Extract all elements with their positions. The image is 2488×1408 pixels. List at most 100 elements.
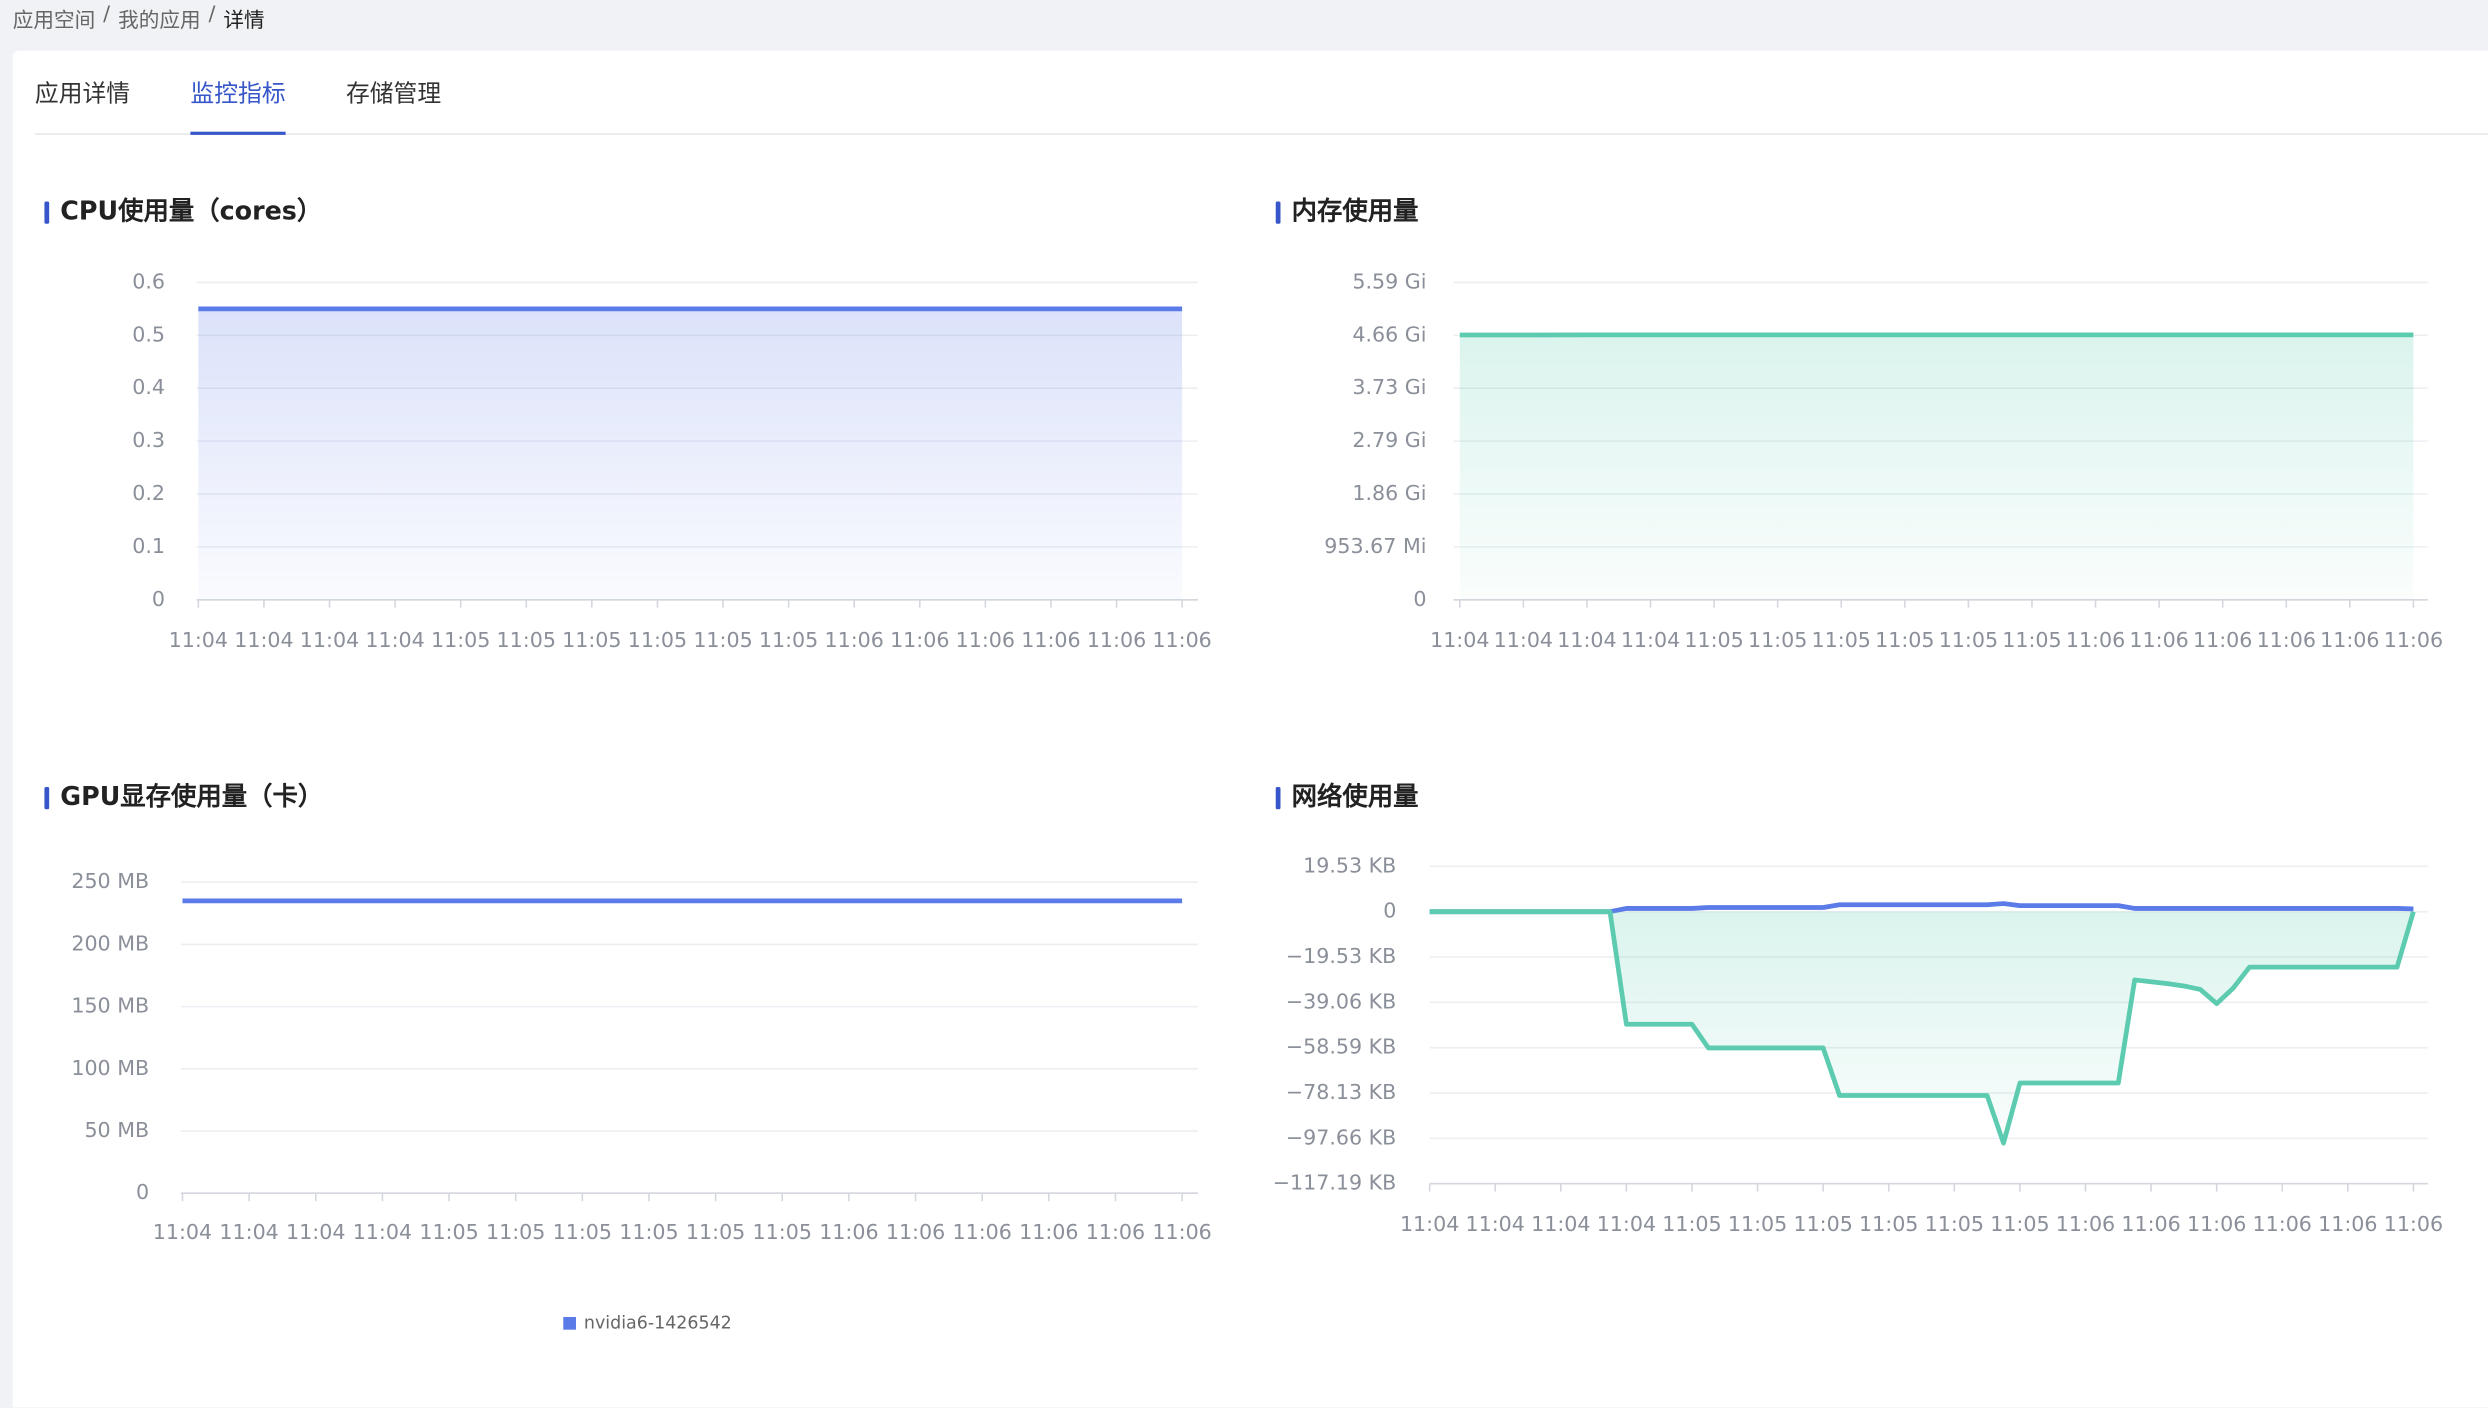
x-tick-label: 11:06 [2187, 1212, 2246, 1236]
tabs: 应用详情 监控指标 存储管理 [34, 76, 2488, 135]
chart-title: 网络使用量 [1292, 781, 1419, 811]
y-tick-label: 0 [136, 1180, 149, 1204]
x-tick-label: 11:05 [759, 628, 818, 652]
breadcrumb-item: 详情 [223, 9, 265, 34]
x-tick-label: 11:05 [1875, 628, 1934, 652]
x-tick-label: 11:05 [693, 628, 752, 652]
title-bar [1275, 787, 1281, 810]
x-tick-label: 11:05 [1728, 1212, 1787, 1236]
x-tick-label: 11:04 [300, 628, 359, 652]
y-tick-label: 1.86 Gi [1352, 481, 1426, 505]
breadcrumb-separator: / [103, 3, 111, 27]
breadcrumb-item[interactable]: 应用空间 [12, 9, 96, 34]
x-tick-label: 11:05 [562, 628, 621, 652]
y-tick-label: −117.19 KB [1273, 1171, 1397, 1195]
x-tick-label: 11:06 [2318, 1212, 2377, 1236]
y-tick-label: 5.59 Gi [1352, 269, 1426, 293]
y-tick-label: 19.53 KB [1303, 853, 1396, 877]
y-tick-label: −58.59 KB [1286, 1035, 1396, 1059]
x-tick-label: 11:05 [486, 1220, 545, 1244]
chart-title: 内存使用量 [1292, 196, 1419, 226]
area [198, 308, 1183, 600]
y-tick-label: 3.73 Gi [1352, 375, 1426, 399]
x-tick-label: 11:04 [153, 1220, 212, 1244]
x-tick-label: 11:05 [419, 1220, 478, 1244]
x-tick-label: 11:06 [890, 628, 949, 652]
x-tick-label: 11:06 [819, 1220, 878, 1244]
x-tick-label: 11:05 [1939, 628, 1998, 652]
x-tick-label: 11:06 [952, 1220, 1011, 1244]
y-tick-label: 250 MB [71, 869, 149, 893]
x-tick-label: 11:04 [1621, 628, 1680, 652]
breadcrumb: 应用空间 / 我的应用 / 详情 [13, 3, 265, 33]
x-tick-label: 11:05 [2002, 628, 2061, 652]
x-tick-label: 11:05 [628, 628, 687, 652]
x-tick-label: 11:05 [1748, 628, 1807, 652]
x-tick-label: 11:04 [1430, 628, 1489, 652]
x-tick-label: 11:05 [553, 1220, 612, 1244]
title-bar [44, 201, 50, 224]
x-tick-label: 11:04 [1494, 628, 1553, 652]
breadcrumb-item[interactable]: 我的应用 [118, 9, 201, 34]
x-tick-label: 11:05 [753, 1220, 812, 1244]
y-tick-label: −97.66 KB [1286, 1125, 1396, 1149]
legend-label: nvidia6-1426542 [584, 1313, 732, 1333]
x-tick-label: 11:05 [1859, 1212, 1918, 1236]
x-tick-label: 11:06 [2193, 628, 2252, 652]
breadcrumb-separator: / [208, 3, 216, 27]
y-tick-label: 2.79 Gi [1352, 428, 1426, 452]
x-tick-label: 11:05 [1662, 1212, 1721, 1236]
tab[interactable]: 应用详情 [34, 79, 131, 108]
chart-title: CPU使用量（cores） [60, 196, 322, 226]
x-tick-label: 11:06 [2121, 1212, 2180, 1236]
y-tick-label: 953.67 Mi [1324, 534, 1426, 558]
y-tick-label: 0.3 [132, 428, 165, 452]
y-tick-label: 4.66 Gi [1352, 322, 1426, 346]
y-tick-label: −39.06 KB [1286, 989, 1396, 1013]
title-bar [44, 787, 50, 810]
x-tick-label: 11:05 [1990, 1212, 2049, 1236]
x-tick-label: 11:06 [1152, 1220, 1211, 1244]
x-tick-label: 11:05 [1812, 628, 1871, 652]
x-tick-label: 11:06 [1087, 628, 1146, 652]
x-tick-label: 11:04 [1400, 1212, 1459, 1236]
x-tick-label: 11:05 [1684, 628, 1743, 652]
x-tick-label: 11:06 [956, 628, 1015, 652]
x-tick-label: 11:04 [365, 628, 424, 652]
area [1459, 334, 2414, 600]
x-tick-label: 11:05 [431, 628, 490, 652]
area [1429, 911, 2414, 1144]
x-tick-label: 11:06 [2257, 628, 2316, 652]
x-tick-label: 11:06 [1152, 628, 1211, 652]
legend-swatch [563, 1316, 576, 1330]
y-tick-label: 0.2 [132, 481, 165, 505]
x-tick-label: 11:06 [1086, 1220, 1145, 1244]
line [1429, 909, 2416, 1146]
y-tick-label: 100 MB [71, 1056, 149, 1080]
y-tick-label: −78.13 KB [1286, 1080, 1396, 1104]
title-bar [1275, 201, 1281, 224]
x-tick-label: 11:06 [886, 1220, 945, 1244]
chart-title: GPU显存使用量（卡） [60, 781, 323, 811]
x-tick-label: 11:06 [1021, 628, 1080, 652]
y-tick-label: 0.1 [132, 534, 165, 558]
y-tick-label: 0 [152, 587, 165, 611]
tab[interactable]: 监控指标 [190, 76, 286, 135]
x-tick-label: 11:06 [2056, 1212, 2115, 1236]
x-tick-label: 11:05 [686, 1220, 745, 1244]
x-tick-label: 11:04 [234, 628, 293, 652]
y-tick-label: 0.6 [132, 269, 165, 293]
x-tick-label: 11:04 [1557, 628, 1616, 652]
x-tick-label: 11:06 [2384, 1212, 2443, 1236]
y-tick-label: 0.5 [132, 322, 165, 346]
y-tick-label: 0 [1413, 587, 1426, 611]
y-tick-label: 200 MB [71, 931, 149, 955]
y-tick-label: 0.4 [132, 375, 165, 399]
tab[interactable]: 存储管理 [345, 79, 442, 108]
x-tick-label: 11:05 [619, 1220, 678, 1244]
x-tick-label: 11:04 [1597, 1212, 1656, 1236]
y-tick-label: 0 [1383, 899, 1396, 923]
y-tick-label: 50 MB [84, 1118, 149, 1142]
